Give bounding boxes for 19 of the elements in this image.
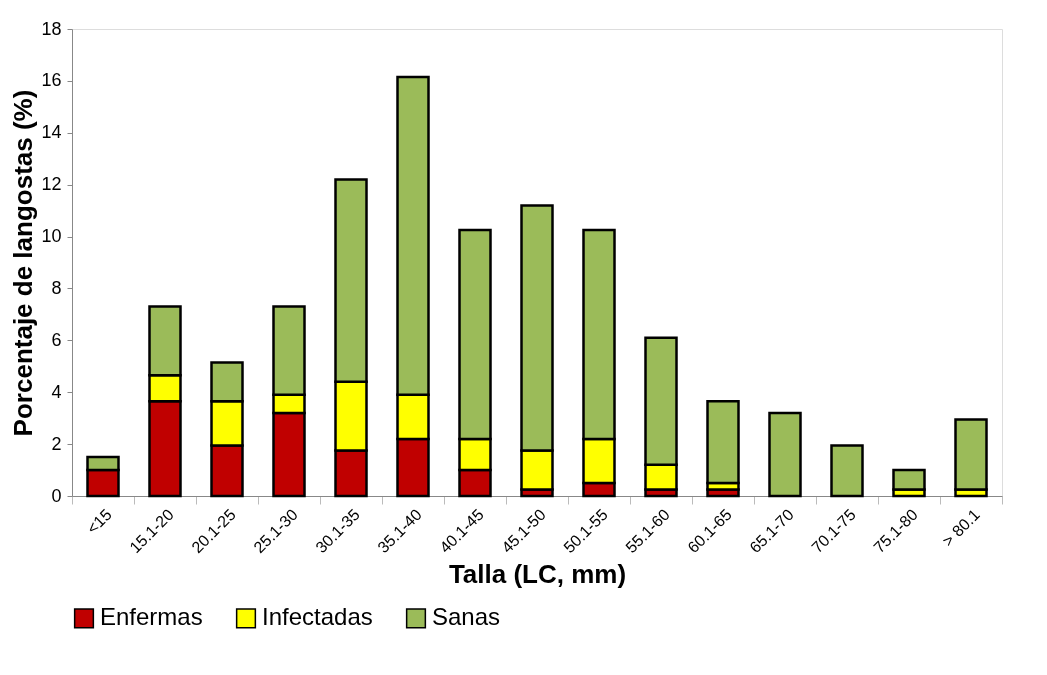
legend-label: Enfermas bbox=[100, 603, 203, 631]
y-tick-label: 6 bbox=[51, 329, 62, 350]
x-axis-title: Talla (LC, mm) bbox=[448, 559, 627, 590]
y-tick-label: 16 bbox=[41, 70, 62, 91]
bar bbox=[830, 444, 864, 498]
y-tick-label: 12 bbox=[41, 174, 62, 195]
y-tick-label: 0 bbox=[51, 485, 62, 506]
y-tick-label: 14 bbox=[41, 122, 62, 143]
y-tick-label: 18 bbox=[41, 18, 62, 39]
x-tick-label: > 80.1 bbox=[939, 505, 983, 550]
bar bbox=[768, 411, 802, 498]
x-tick-label: <15 bbox=[83, 505, 115, 538]
legend-label: Sanas bbox=[432, 603, 501, 631]
legend-label: Infectadas bbox=[262, 603, 373, 631]
y-tick-label: 4 bbox=[51, 381, 62, 402]
y-tick-label: 2 bbox=[51, 433, 62, 454]
y-axis-title: Porcentaje de langostas (%) bbox=[8, 89, 39, 437]
y-tick-label: 10 bbox=[41, 226, 62, 247]
y-tick-label: 8 bbox=[51, 277, 62, 298]
